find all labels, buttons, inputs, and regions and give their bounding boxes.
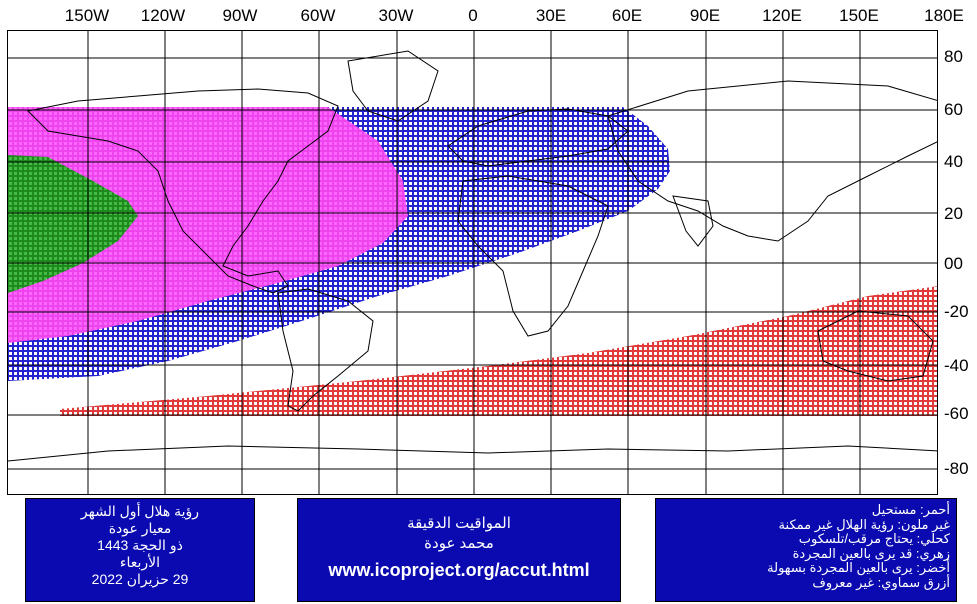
zone-magenta xyxy=(8,107,408,343)
legend-box: أحمر: مستحيل غير ملون: رؤية الهلال غير م… xyxy=(655,498,957,602)
lat-label-m20: -20 xyxy=(944,302,969,321)
lat-label-60: 60 xyxy=(944,100,963,119)
legend-red: أحمر: مستحيل xyxy=(871,502,950,517)
info-hijri-month: ذو الحجة 1443 xyxy=(97,537,183,553)
lat-label-20: 20 xyxy=(944,204,963,223)
lat-label-m80: -80 xyxy=(944,459,969,478)
lon-label-150e: 150E xyxy=(839,6,879,25)
lon-label-30e: 30E xyxy=(535,6,567,25)
legend-green: أخضر: يرى بالعين المجردة بسهولة xyxy=(767,560,950,575)
lat-label-80: 80 xyxy=(944,47,963,66)
lat-label-m40: -40 xyxy=(944,356,969,375)
info-criterion: معيار عودة xyxy=(108,520,172,536)
info-title: رؤية هلال أول الشهر xyxy=(80,503,200,519)
coastlines xyxy=(8,50,937,462)
legend-pink: زهري: قد يرى بالعين المجردة xyxy=(792,545,950,561)
info-weekday: الأربعاء xyxy=(119,554,161,570)
graticule xyxy=(8,31,937,494)
lon-label-0: 0 xyxy=(468,6,478,25)
info-accurate-times: المواقيت الدقيقة xyxy=(407,515,511,532)
legend-uncolored: غير ملون: رؤية الهلال غير ممكنة xyxy=(778,516,950,532)
info-author: محمد عودة xyxy=(424,535,494,552)
zone-red xyxy=(60,286,937,416)
lon-label-90e: 90E xyxy=(689,6,721,25)
lon-label-120w: 120W xyxy=(140,6,186,25)
lon-label-60w: 60W xyxy=(300,6,336,25)
zone-green xyxy=(8,155,138,293)
info-box-source: المواقيت الدقيقة محمد عودة www.icoprojec… xyxy=(297,498,621,602)
legend-sky-blue: أزرق سماوي: غير معروف xyxy=(812,574,950,590)
legend-purple: كحلي: يحتاج مرقب/تلسكوب xyxy=(798,531,950,546)
info-gregorian-date: 29 حزيران 2022 xyxy=(91,571,189,587)
lat-label-40: 40 xyxy=(944,152,963,171)
map-canvas xyxy=(8,31,937,494)
lon-label-180e: 180E xyxy=(924,6,964,25)
crescent-visibility-map xyxy=(7,30,938,495)
lon-label-90w: 90W xyxy=(222,6,258,25)
lat-label-00: 00 xyxy=(944,254,963,273)
lon-label-150w: 150W xyxy=(64,6,110,25)
lon-label-30w: 30W xyxy=(378,6,414,25)
info-box-date: رؤية هلال أول الشهر معيار عودة ذو الحجة … xyxy=(25,498,255,602)
info-url-link[interactable]: www.icoproject.org/accut.html xyxy=(328,560,590,580)
lat-label-m60: -60 xyxy=(944,404,969,423)
lon-label-120e: 120E xyxy=(762,6,802,25)
lon-label-60e: 60E xyxy=(611,6,643,25)
